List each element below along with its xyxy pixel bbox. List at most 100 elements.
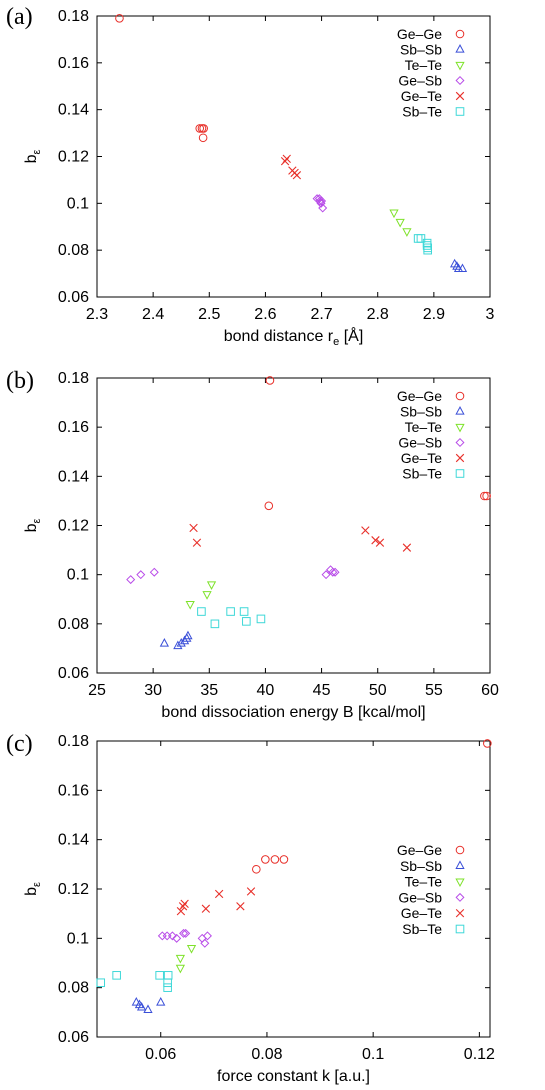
data-point xyxy=(136,1001,147,1011)
legend-label: Ge–Ge xyxy=(397,842,442,858)
data-point xyxy=(457,263,468,273)
data-point xyxy=(202,591,212,600)
y-tick-label: 0.16 xyxy=(58,419,89,436)
data-point xyxy=(180,899,189,908)
series-0 xyxy=(115,14,208,143)
data-point xyxy=(186,945,197,954)
data-point xyxy=(176,638,186,647)
legend-marker xyxy=(455,845,465,855)
data-point xyxy=(185,601,195,610)
data-point xyxy=(314,194,324,204)
x-tick-label: 60 xyxy=(481,682,499,699)
data-point xyxy=(175,964,186,974)
x-tick-label: 40 xyxy=(257,682,275,699)
x-tick-label: 2.7 xyxy=(310,306,332,323)
x-tick-label: 3 xyxy=(486,306,495,323)
data-point xyxy=(328,567,338,577)
legend-label: Sb–Te xyxy=(402,104,442,120)
y-tick-label: 0.1 xyxy=(67,930,89,947)
data-point xyxy=(236,902,245,911)
legend-marker xyxy=(455,29,465,39)
data-point xyxy=(256,614,266,624)
series-3 xyxy=(312,194,328,213)
x-tick-label: 2.9 xyxy=(423,306,445,323)
data-point xyxy=(261,855,270,864)
series-1 xyxy=(131,997,166,1014)
data-point xyxy=(483,739,492,748)
y-axis-label: bε xyxy=(23,150,43,164)
x-tick-label: 35 xyxy=(200,682,218,699)
data-point xyxy=(413,234,423,243)
data-point xyxy=(423,243,432,253)
legend-marker xyxy=(455,61,465,71)
legend-label: Ge–Sb xyxy=(398,889,442,905)
data-point xyxy=(159,638,170,647)
series-4 xyxy=(189,523,412,552)
data-point xyxy=(198,133,208,143)
y-tick-label: 0.1 xyxy=(67,567,89,584)
legend-label: Ge–Sb xyxy=(398,73,442,89)
data-point xyxy=(175,954,186,964)
data-point xyxy=(201,904,211,913)
chart-panel-3: (c) 0.06 0.08 0.1 0.12 0.14 0.16 0.18 0.06 0.08 0.… xyxy=(6,731,495,1085)
data-point xyxy=(183,630,193,640)
data-point xyxy=(202,931,212,941)
data-point xyxy=(371,536,380,545)
legend-label: Te–Te xyxy=(405,419,443,435)
legend-label: Sb–Te xyxy=(402,921,442,937)
x-axis-label: bond distance re [Å] xyxy=(224,326,364,348)
data-point xyxy=(96,978,106,988)
data-point xyxy=(197,607,206,616)
legend-label: Sb–Te xyxy=(402,466,442,482)
series-2 xyxy=(185,581,217,610)
x-tick-label: 30 xyxy=(144,682,162,699)
y-tick-label: 0.08 xyxy=(58,980,89,997)
series-5 xyxy=(413,234,432,255)
series-1 xyxy=(159,630,193,650)
data-point xyxy=(423,245,432,255)
data-point xyxy=(416,234,426,243)
legend-label: Ge–Te xyxy=(401,88,442,104)
y-tick-label: 0.12 xyxy=(58,149,89,166)
data-point xyxy=(402,543,412,552)
x-axis-label: force constant k [a.u.] xyxy=(217,1068,370,1085)
y-axis-label: bε xyxy=(23,519,43,533)
data-point xyxy=(422,241,432,250)
legend-label: Ge–Te xyxy=(401,905,442,921)
y-tick-label: 0.16 xyxy=(58,782,89,799)
data-point xyxy=(482,491,491,501)
data-point xyxy=(149,567,159,577)
panel-label: (a) xyxy=(6,4,33,30)
data-point xyxy=(136,570,146,580)
data-point xyxy=(226,607,235,616)
data-point xyxy=(242,617,251,626)
legend-label: Ge–Te xyxy=(401,450,442,466)
data-point xyxy=(192,538,202,547)
data-point xyxy=(179,635,190,645)
x-tick-label: 0.12 xyxy=(464,1046,495,1063)
data-point xyxy=(163,978,172,988)
legend-marker xyxy=(455,91,465,101)
legend-marker xyxy=(455,924,465,934)
y-tick-label: 0.12 xyxy=(58,881,89,898)
y-tick-label: 0.16 xyxy=(58,55,89,72)
x-tick-label: 2.3 xyxy=(86,306,108,323)
series-4 xyxy=(176,887,256,916)
data-point xyxy=(239,607,249,616)
data-point xyxy=(181,928,191,938)
data-point xyxy=(200,938,210,948)
y-tick-label: 0.14 xyxy=(58,468,89,485)
data-point xyxy=(178,902,188,911)
chart-panel-1: (a) 0.06 0.08 0.1 0.12 0.14 0.16 0.18 2.3 2.4 2.5 2… xyxy=(6,4,495,348)
data-point xyxy=(246,887,256,896)
legend-label: Sb–Sb xyxy=(400,42,442,58)
data-point xyxy=(189,523,198,533)
x-tick-label: 0.1 xyxy=(362,1046,384,1063)
series-0 xyxy=(264,376,491,511)
y-tick-label: 0.14 xyxy=(58,102,89,119)
panel-label: (b) xyxy=(6,368,34,394)
data-point xyxy=(375,538,385,547)
data-point xyxy=(361,526,370,535)
legend-marker xyxy=(455,406,465,415)
